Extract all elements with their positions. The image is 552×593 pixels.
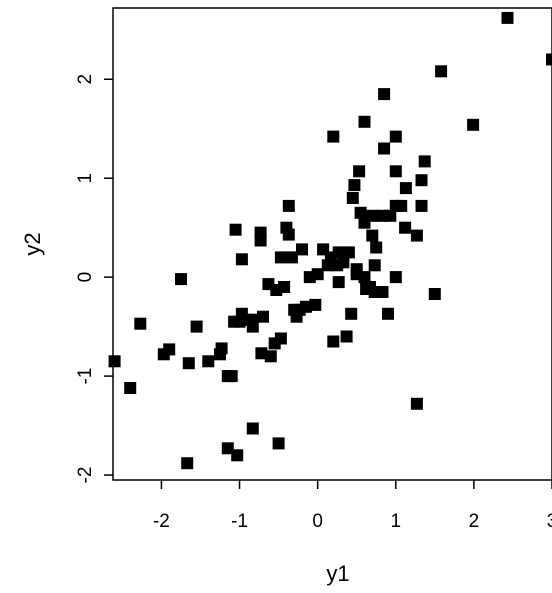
x-tick-label: 2 — [469, 511, 480, 532]
data-point — [134, 317, 147, 330]
x-tick-label: 0 — [312, 511, 323, 532]
data-point — [378, 142, 391, 155]
data-point — [546, 53, 552, 66]
data-point — [368, 259, 381, 272]
data-point — [264, 350, 277, 363]
data-point — [309, 298, 322, 311]
data-point — [257, 310, 269, 323]
x-tick-label: -2 — [153, 511, 170, 532]
data-point — [214, 348, 226, 361]
y-axis-title: y2 — [20, 232, 45, 255]
data-point — [376, 286, 389, 298]
x-axis-title: y1 — [326, 561, 349, 586]
x-tick-label: 3 — [547, 511, 552, 532]
data-point — [221, 442, 234, 455]
y-tick-label: -2 — [75, 467, 96, 484]
data-point — [389, 271, 402, 284]
data-point — [202, 355, 215, 368]
data-point — [181, 457, 194, 470]
data-point — [331, 259, 344, 272]
data-point — [124, 382, 137, 394]
data-point — [358, 115, 371, 128]
data-point — [274, 251, 287, 264]
data-point — [353, 165, 366, 178]
data-point — [270, 284, 283, 296]
data-point — [467, 118, 480, 131]
data-point — [399, 221, 412, 234]
data-point — [366, 229, 379, 242]
data-point — [364, 281, 376, 293]
data-point — [282, 199, 295, 212]
data-point — [225, 370, 238, 383]
data-point — [231, 449, 244, 462]
data-point — [245, 313, 258, 326]
data-point — [255, 347, 268, 360]
data-point — [415, 199, 428, 212]
data-point — [235, 253, 248, 266]
data-point — [354, 206, 367, 219]
y-tick-label: 2 — [75, 74, 96, 85]
y-tick-label: 0 — [75, 272, 96, 283]
data-point — [418, 155, 431, 168]
data-point — [290, 310, 303, 323]
data-point — [346, 192, 359, 204]
data-point — [428, 288, 441, 300]
data-point — [327, 335, 340, 348]
data-point — [303, 271, 316, 284]
data-point — [358, 271, 371, 284]
data-point — [384, 209, 397, 222]
data-point — [285, 251, 298, 264]
data-point — [282, 228, 295, 241]
data-point — [410, 397, 423, 410]
data-point — [246, 422, 259, 435]
data-point — [358, 216, 371, 229]
y-tick-label: -1 — [75, 368, 96, 385]
y-tick-label: 1 — [75, 173, 96, 184]
data-point — [370, 241, 383, 254]
data-point — [345, 307, 358, 320]
data-point — [501, 11, 514, 24]
data-points — [108, 11, 552, 470]
data-point — [389, 165, 402, 178]
data-point — [410, 229, 423, 242]
data-point — [246, 320, 259, 333]
data-point — [233, 315, 246, 328]
data-point — [327, 130, 340, 143]
x-tick-label: 1 — [390, 511, 401, 532]
data-point — [382, 307, 394, 320]
data-point — [332, 276, 345, 289]
data-point — [296, 243, 308, 256]
data-point — [175, 273, 187, 286]
data-point — [108, 355, 121, 368]
x-axis: -2 -1 0 1 2 3 — [153, 480, 552, 532]
data-point — [274, 332, 287, 345]
data-point — [182, 357, 195, 370]
data-point — [254, 234, 267, 247]
data-point — [395, 199, 408, 212]
data-point — [348, 179, 361, 192]
data-point — [157, 348, 170, 361]
x-tick-label: -1 — [231, 511, 248, 532]
y-axis: -2 -1 0 1 2 — [75, 74, 113, 484]
data-point — [378, 88, 391, 101]
data-point — [415, 174, 428, 187]
data-point — [229, 223, 242, 236]
data-point — [435, 65, 448, 78]
data-point — [321, 259, 334, 272]
data-point — [342, 246, 355, 259]
data-point — [399, 182, 412, 195]
data-point — [272, 437, 285, 450]
data-point — [389, 130, 402, 143]
plot-frame — [112, 7, 552, 481]
data-point — [190, 320, 203, 333]
data-point — [340, 330, 353, 343]
